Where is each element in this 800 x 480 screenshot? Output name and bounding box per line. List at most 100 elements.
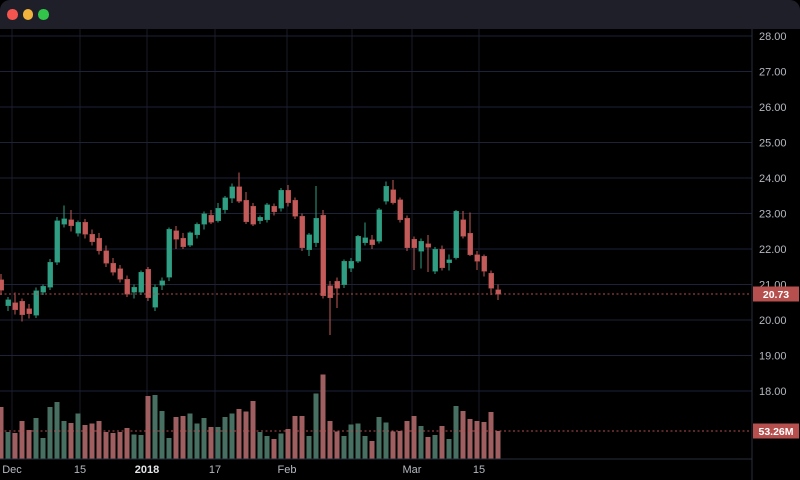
- volume-bar: [96, 421, 102, 459]
- volume-bar: [187, 413, 193, 459]
- candle-body: [376, 209, 382, 242]
- candle-body: [54, 220, 60, 263]
- candle-body: [271, 206, 277, 212]
- volume-bar: [75, 413, 81, 459]
- candle-body: [425, 243, 431, 248]
- candlestick-chart[interactable]: 28.0027.0026.0025.0024.0023.0022.0021.00…: [0, 29, 800, 480]
- chart-canvas[interactable]: 28.0027.0026.0025.0024.0023.0022.0021.00…: [0, 29, 800, 480]
- volume-bar: [404, 421, 410, 459]
- candle-body: [474, 254, 480, 262]
- candle-body: [439, 249, 445, 269]
- price-tick-label: 20.00: [759, 315, 787, 327]
- candle-body: [173, 230, 179, 240]
- volume-bar: [208, 426, 214, 459]
- candle-body: [299, 216, 305, 249]
- candle-body: [215, 207, 221, 221]
- volume-bar: [271, 439, 277, 459]
- volume-bar: [334, 431, 340, 459]
- time-tick-label: 17: [209, 464, 221, 476]
- price-tick-label: 19.00: [759, 351, 787, 363]
- volume-bar: [257, 432, 263, 459]
- candle-body: [257, 216, 263, 221]
- candle-body: [411, 239, 417, 249]
- volume-bar: [229, 413, 235, 459]
- time-tick-label: Dec: [2, 464, 22, 476]
- candle-body: [250, 206, 256, 225]
- candle-body: [166, 228, 172, 278]
- candle-body: [26, 308, 32, 314]
- volume-bar: [250, 401, 256, 459]
- volume-bar: [439, 425, 445, 459]
- volume-bar: [0, 406, 4, 459]
- candle-body: [334, 281, 340, 289]
- volume-bar: [474, 421, 480, 459]
- candle-body: [40, 286, 46, 293]
- volume-bar: [54, 402, 60, 459]
- time-axis[interactable]: [0, 459, 752, 480]
- fullscreen-button[interactable]: [38, 9, 49, 20]
- volume-bar: [467, 419, 473, 459]
- volume-bar: [460, 411, 466, 459]
- volume-bar: [453, 405, 459, 459]
- window-titlebar[interactable]: [0, 0, 800, 29]
- volume-bar: [19, 421, 25, 459]
- volume-bar: [390, 431, 396, 459]
- volume-bar: [383, 422, 389, 459]
- volume-bar: [243, 411, 249, 459]
- candle-body: [495, 289, 501, 295]
- candle-body: [194, 223, 200, 236]
- volume-bar: [446, 439, 452, 459]
- volume-bar: [180, 415, 186, 459]
- time-tick-label: 15: [74, 464, 86, 476]
- candle-body: [390, 189, 396, 204]
- volume-bar: [327, 421, 333, 459]
- volume-bar: [362, 435, 368, 459]
- close-button[interactable]: [7, 9, 18, 20]
- volume-bar: [166, 437, 172, 459]
- candle-body: [208, 215, 214, 223]
- price-tick-label: 24.00: [759, 173, 787, 185]
- time-tick-label: 2018: [135, 464, 159, 476]
- volume-bar: [278, 433, 284, 459]
- volume-bar: [89, 423, 95, 459]
- price-tick-label: 23.00: [759, 209, 787, 221]
- volume-bar: [159, 411, 165, 459]
- candle-body: [341, 261, 347, 286]
- candle-body: [313, 217, 319, 244]
- volume-bar: [131, 434, 137, 459]
- volume-bar: [285, 429, 291, 459]
- price-tick-label: 28.00: [759, 31, 787, 43]
- volume-bar: [320, 374, 326, 459]
- candle-body: [103, 250, 109, 264]
- volume-bar: [201, 417, 207, 459]
- candle-body: [327, 285, 333, 299]
- minimize-button[interactable]: [22, 9, 33, 20]
- candle-body: [285, 189, 291, 204]
- price-axis[interactable]: [752, 29, 800, 459]
- candle-body: [383, 185, 389, 202]
- candle-body: [278, 189, 284, 209]
- candle-body: [110, 262, 116, 273]
- candle-body: [467, 232, 473, 255]
- candle-body: [5, 299, 11, 307]
- candle-body: [243, 199, 249, 222]
- volume-bar: [138, 434, 144, 459]
- price-tick-label: 25.00: [759, 138, 787, 150]
- candle-body: [369, 239, 375, 245]
- candle-body: [61, 218, 67, 225]
- time-tick-label: Feb: [278, 464, 297, 476]
- volume-bar: [222, 416, 228, 459]
- candle-body: [117, 268, 123, 280]
- volume-bar: [236, 409, 242, 459]
- volume-bar: [481, 422, 487, 459]
- volume-bar: [110, 433, 116, 459]
- candle-body: [432, 249, 438, 272]
- volume-bar: [425, 436, 431, 459]
- candle-body: [320, 215, 326, 297]
- last-volume-badge-label: 53.26M: [758, 426, 793, 438]
- volume-bar: [306, 435, 312, 459]
- last-price-badge: [753, 286, 799, 302]
- candle-body: [138, 272, 144, 293]
- candle-body: [96, 238, 102, 252]
